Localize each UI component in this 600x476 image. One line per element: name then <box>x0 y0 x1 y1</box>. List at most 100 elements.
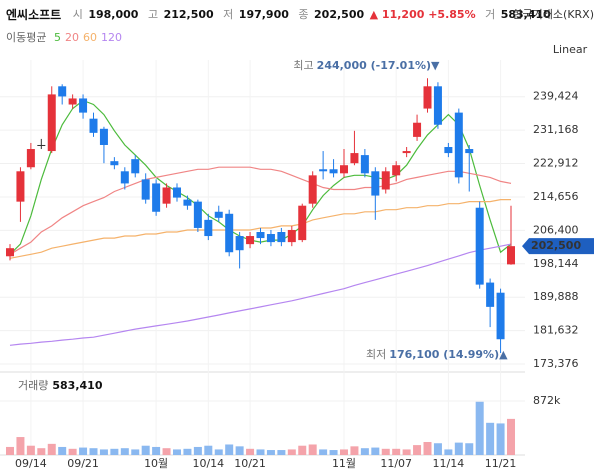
candle-body <box>486 282 495 307</box>
high-text: 244,000 (-17.01%)▼ <box>317 59 440 72</box>
volume-bar <box>287 449 296 455</box>
candle-body <box>16 171 25 202</box>
moving-average-line <box>9 243 512 346</box>
candle-body <box>99 128 108 145</box>
high-title: 최고 <box>293 59 313 72</box>
volume-bar <box>298 445 307 455</box>
y-tick-label: 214,656 <box>533 190 579 203</box>
candle-body <box>131 159 140 174</box>
x-tick-label: 09/21 <box>67 457 99 470</box>
x-tick-label: 11/07 <box>380 457 412 470</box>
candle-body <box>235 236 244 251</box>
volume-bar <box>277 450 286 455</box>
x-tick-label: 10/14 <box>192 457 224 470</box>
candle-body <box>371 171 380 196</box>
high-label: 고 <box>148 8 158 21</box>
candle-body <box>340 165 348 174</box>
candle-body <box>329 169 338 174</box>
stock-name: 엔씨소프트 <box>6 7 61 22</box>
volume-value: 583,410 <box>501 8 551 21</box>
volume-bar <box>110 448 119 455</box>
volume-bar <box>120 448 129 455</box>
volume-bar <box>308 444 317 455</box>
volume-bar <box>454 442 463 455</box>
volume-bar <box>173 449 181 455</box>
ma-legend: 이동평균 5 20 60 120 <box>6 31 122 44</box>
volume-bar <box>475 401 484 455</box>
volume-bar <box>256 449 265 455</box>
candle-body <box>298 205 307 241</box>
volume-bar <box>58 446 67 455</box>
low-label: 저 <box>223 8 233 21</box>
volume-bar <box>371 447 380 455</box>
change: ▲ 11,200 +5.85% <box>370 8 476 21</box>
high-value: 212,500 <box>164 8 214 21</box>
candle-body <box>162 187 171 204</box>
volume-title-text: 거래량 <box>18 379 48 392</box>
candle-body <box>37 144 46 146</box>
volume-bar <box>131 449 140 455</box>
volume-bar <box>162 448 171 455</box>
y-tick-label: 239,424 <box>533 90 579 103</box>
candle-body <box>454 112 463 178</box>
y-tick-label: 198,144 <box>533 257 579 270</box>
candle-body <box>79 98 88 113</box>
volume-bar <box>433 443 442 455</box>
low-title: 최저 <box>366 348 386 361</box>
volume-bar <box>360 448 369 455</box>
ma-legend-entry: 60 <box>83 31 97 44</box>
volume-bar <box>37 448 46 455</box>
volume-title: 거래량 583,410 <box>18 379 103 392</box>
low-annotation: 최저 176,100 (14.99%)▲ <box>366 348 508 361</box>
low-value: 197,900 <box>239 8 289 21</box>
candle-body <box>402 151 411 154</box>
candle-body <box>173 187 181 198</box>
ma-legend-entry: 5 <box>54 31 61 44</box>
candle-body <box>225 213 234 253</box>
volume-bar <box>319 449 328 455</box>
high-annotation: 최고 244,000 (-17.01%)▼ <box>293 59 440 72</box>
y-tick-label: 231,168 <box>533 123 579 136</box>
candle-body <box>507 246 515 265</box>
x-tick-label: 10월 <box>144 457 168 470</box>
candle-body <box>277 231 286 243</box>
candle-body <box>413 122 422 137</box>
close-value: 202,500 <box>314 8 364 21</box>
price-tag <box>522 238 594 255</box>
volume-bar <box>214 449 223 455</box>
open-label: 시 <box>73 8 83 21</box>
volume-bar <box>152 446 161 455</box>
volume-bar <box>235 446 244 455</box>
ma-legend-entry: 20 <box>65 31 79 44</box>
volume-bar <box>392 448 401 455</box>
candle-body <box>26 149 35 168</box>
candle-body <box>319 169 328 172</box>
candle-body <box>152 183 161 212</box>
candle-body <box>381 171 390 190</box>
candle-body <box>183 199 192 206</box>
volume-bar <box>204 445 213 455</box>
candle-body <box>444 147 453 154</box>
volume-bar <box>381 448 390 455</box>
volume-last: 583,410 <box>52 379 102 392</box>
low-text: 176,100 (14.99%)▲ <box>389 348 508 361</box>
candle-body <box>360 155 369 174</box>
ma-title: 이동평균 <box>6 31 46 44</box>
volume-bar <box>99 449 108 455</box>
scale-toggle[interactable]: Linear <box>553 43 588 56</box>
candle-body <box>110 161 119 166</box>
candle-body <box>350 153 359 164</box>
candle-body <box>193 201 202 228</box>
volume-bar <box>246 448 255 455</box>
candle-body <box>214 211 223 218</box>
volume-bar <box>402 449 411 455</box>
candle-body <box>475 207 484 285</box>
candle-body <box>89 118 98 133</box>
volume-bar <box>16 437 25 455</box>
volume-bar <box>183 448 192 455</box>
candle-body <box>256 231 265 239</box>
volume-bar <box>6 446 14 455</box>
candle-body <box>6 248 14 257</box>
volume-bar <box>47 443 56 455</box>
